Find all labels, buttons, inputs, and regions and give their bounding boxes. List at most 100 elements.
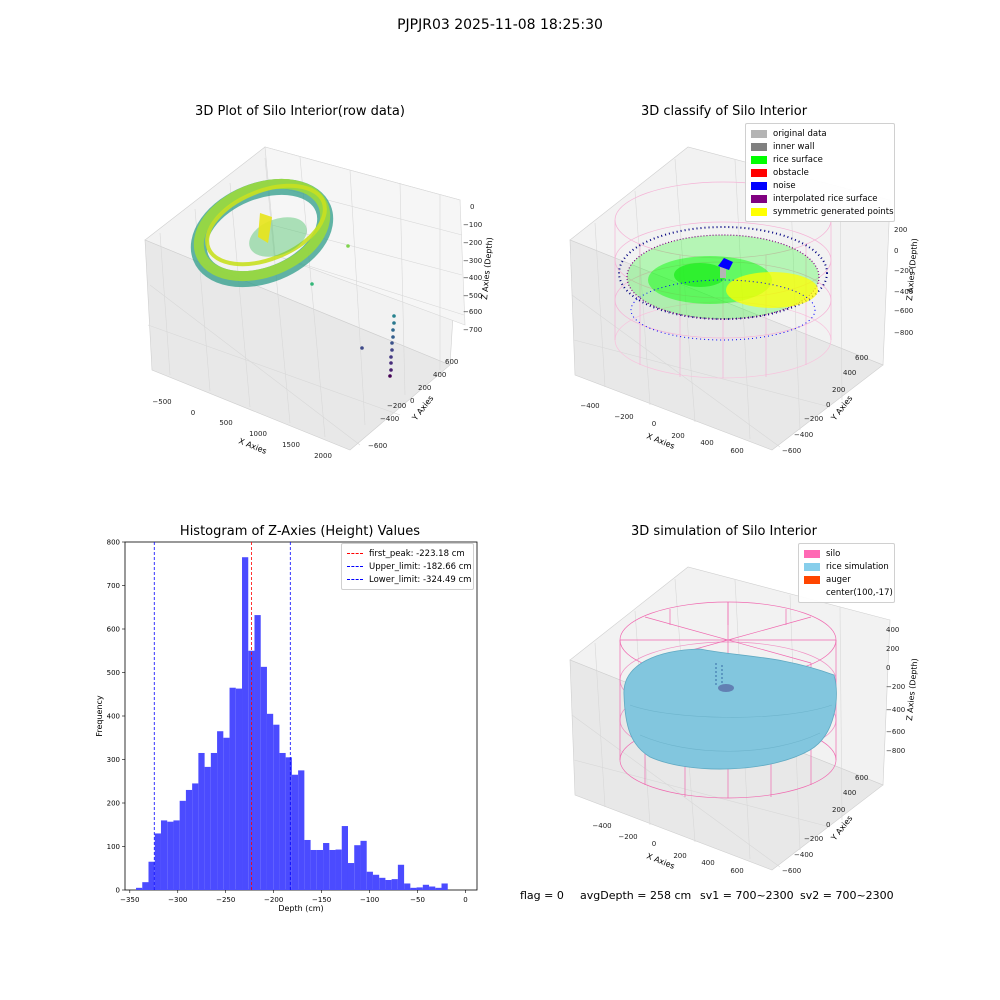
histogram-bar bbox=[148, 861, 155, 890]
panel2-tick-labels: −400 −200 0 200 400 600 −600 −400 −200 0… bbox=[580, 226, 913, 455]
x-tick-label: −100 bbox=[360, 896, 379, 904]
p1-xtick: 1500 bbox=[282, 441, 300, 449]
p4-zlabel: Z Axies (Depth) bbox=[905, 658, 919, 721]
panel4-rice-surface bbox=[623, 648, 837, 770]
histogram-xlabel: Depth (cm) bbox=[278, 904, 323, 913]
x-tick-label: −50 bbox=[410, 896, 425, 904]
sv2-text: sv2 = 700~2300 bbox=[800, 889, 894, 902]
p2-ytick: −600 bbox=[782, 447, 801, 455]
legend-item: center(100,-17) bbox=[804, 586, 893, 599]
flag-text: flag = 0 bbox=[520, 889, 564, 902]
y-tick-label: 300 bbox=[107, 756, 120, 764]
histogram-x-ticks: −350 −300 −250 −200 −150 −100 −50 0 bbox=[120, 890, 468, 904]
legend-swatch bbox=[751, 181, 767, 190]
histogram-bar bbox=[198, 752, 205, 890]
panel4-3d-plot: −400 −200 0 200 400 600 −600 −400 −200 0… bbox=[569, 566, 919, 875]
legend-line-swatch bbox=[347, 579, 363, 580]
histogram-bar bbox=[304, 839, 311, 890]
legend-item: interpolated rice surface bbox=[751, 192, 889, 205]
histogram-bar bbox=[179, 800, 186, 890]
p1-ztick: −100 bbox=[463, 221, 482, 229]
histogram-bar bbox=[260, 666, 267, 890]
histogram-bar bbox=[279, 752, 286, 890]
p1-ztick: −400 bbox=[463, 274, 482, 282]
histogram-bar bbox=[391, 879, 398, 890]
legend-item: silo bbox=[804, 547, 889, 560]
p1-ztick: −600 bbox=[463, 308, 482, 316]
panel1-title: 3D Plot of Silo Interior(row data) bbox=[195, 104, 405, 119]
p2-xtick: 400 bbox=[700, 439, 713, 447]
p1-ytick: −400 bbox=[380, 415, 399, 423]
histogram-reference-lines bbox=[153, 542, 291, 890]
legend-item: inner wall bbox=[751, 140, 889, 153]
p1-ytick: −600 bbox=[368, 442, 387, 450]
histogram-bar bbox=[441, 883, 448, 890]
histogram-legend: first_peak: -223.18 cm Upper_limit: -182… bbox=[341, 543, 474, 590]
legend-swatch bbox=[804, 562, 820, 571]
legend-item: original data bbox=[751, 127, 889, 140]
x-tick-label: −250 bbox=[216, 896, 235, 904]
legend-label: noise bbox=[773, 180, 796, 191]
panel4-legend: silo rice simulation auger center(100,-1… bbox=[798, 543, 895, 603]
p1-xtick: 0 bbox=[191, 409, 195, 417]
x-tick-label: −350 bbox=[120, 896, 139, 904]
p1-ztick: −200 bbox=[463, 239, 482, 247]
legend-label: Lower_limit: -324.49 cm bbox=[369, 574, 472, 585]
legend-swatch bbox=[751, 142, 767, 151]
histogram-bar bbox=[242, 557, 249, 890]
p1-ztick: −500 bbox=[463, 292, 482, 300]
legend-item: obstacle bbox=[751, 166, 889, 179]
panel2-title: 3D classify of Silo Interior bbox=[640, 104, 808, 119]
avgdepth-text: avgDepth = 258 cm bbox=[580, 889, 692, 902]
p4-ztick: −400 bbox=[886, 706, 905, 714]
histogram-bar bbox=[229, 687, 236, 890]
legend-label: symmetric generated points bbox=[773, 206, 894, 217]
p1-ytick: 0 bbox=[410, 397, 414, 405]
p2-ztick: −200 bbox=[894, 267, 913, 275]
p4-xlabel: X Axies bbox=[645, 852, 676, 871]
histogram-bar bbox=[136, 887, 143, 890]
y-tick-label: 200 bbox=[107, 800, 120, 808]
y-tick-label: 800 bbox=[107, 539, 120, 547]
histogram-bar bbox=[347, 863, 355, 890]
histogram-y-ticks: 0 100 200 300 400 500 600 700 800 bbox=[107, 539, 125, 895]
x-tick-label: 0 bbox=[463, 896, 467, 904]
sv1-text: sv1 = 700~2300 bbox=[700, 889, 794, 902]
legend-item: auger bbox=[804, 573, 889, 586]
histogram-bar bbox=[410, 887, 417, 890]
p1-ytick: 200 bbox=[418, 384, 431, 392]
histogram-bar bbox=[372, 874, 380, 890]
p2-ztick: 200 bbox=[894, 226, 907, 234]
histogram-bar bbox=[185, 789, 193, 890]
p4-ztick: −800 bbox=[886, 747, 905, 755]
legend-label: first_peak: -223.18 cm bbox=[369, 548, 465, 559]
legend-line-swatch bbox=[347, 566, 363, 567]
legend-label: obstacle bbox=[773, 167, 809, 178]
panel4-tick-labels: −400 −200 0 200 400 600 −600 −400 −200 0… bbox=[592, 626, 905, 875]
histogram-bar bbox=[404, 883, 411, 890]
y-tick-label: 600 bbox=[107, 626, 120, 634]
histogram-bar bbox=[223, 737, 230, 890]
histogram-ylabel: Frequency bbox=[95, 695, 104, 737]
panel2-classified-points bbox=[618, 226, 828, 341]
panel4-title: 3D simulation of Silo Interior bbox=[631, 524, 817, 539]
p2-ztick: −400 bbox=[894, 288, 913, 296]
legend-label: auger bbox=[826, 574, 851, 585]
legend-swatch bbox=[751, 194, 767, 203]
p2-ztick: 0 bbox=[894, 247, 898, 255]
histogram-bar bbox=[435, 887, 442, 890]
p4-ytick: −200 bbox=[804, 835, 823, 843]
p1-ytick: −200 bbox=[387, 402, 406, 410]
legend-swatch bbox=[751, 168, 767, 177]
p1-ztick: −700 bbox=[463, 326, 482, 334]
legend-item: rice surface bbox=[751, 153, 889, 166]
legend-item: Upper_limit: -182.66 cm bbox=[347, 560, 472, 573]
histogram-chart: −350 −300 −250 −200 −150 −100 −50 0 0 100 200 300 4… bbox=[95, 539, 478, 913]
histogram-bar bbox=[397, 864, 405, 890]
histogram-bar bbox=[385, 879, 392, 890]
histogram-bar bbox=[422, 884, 430, 890]
p2-xtick: −200 bbox=[614, 413, 633, 421]
histogram-bar bbox=[173, 820, 180, 890]
legend-label: rice surface bbox=[773, 154, 823, 165]
p2-ytick: 600 bbox=[855, 354, 868, 362]
